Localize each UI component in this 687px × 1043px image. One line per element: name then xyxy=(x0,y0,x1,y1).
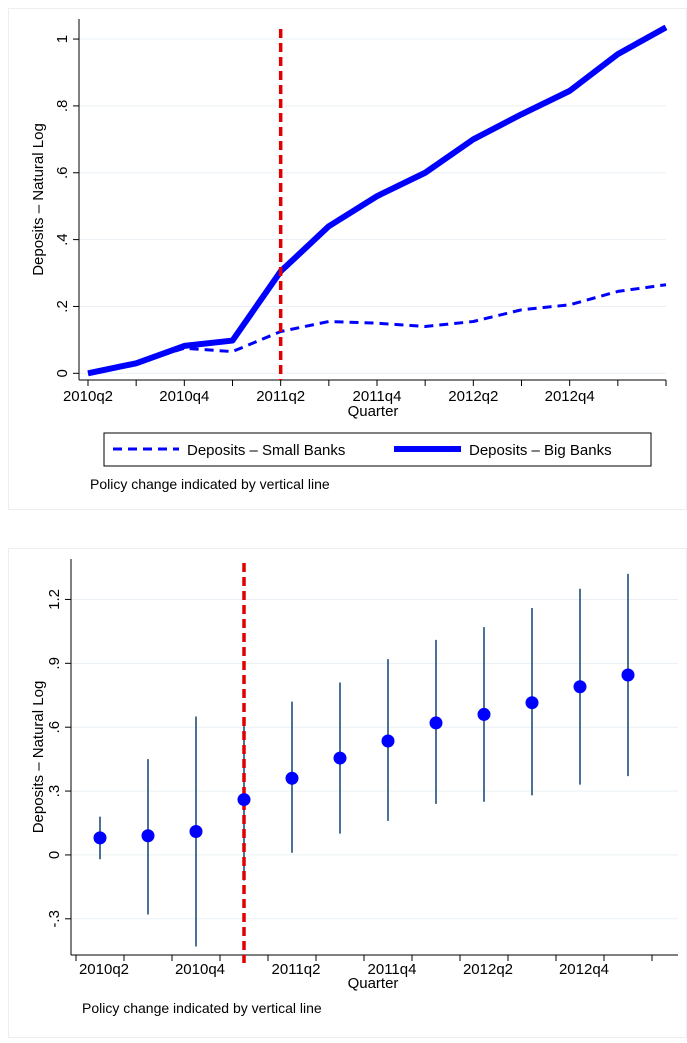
legend-label-small-banks: Deposits – Small Banks xyxy=(187,442,345,459)
y-tick-label: 0 xyxy=(54,369,71,377)
point-estimate xyxy=(237,793,251,807)
y-tick-label: .6 xyxy=(46,721,63,734)
y-tick-label: .4 xyxy=(54,233,71,246)
chart-panel-top: 0 .2 .4 .6 .8 1 2010q2 2010q4 2011q2 2011q4 2012q2… xyxy=(8,8,687,510)
x-tick-label: 2010q2 xyxy=(63,388,113,405)
x-tick-label: 2011q4 xyxy=(368,961,417,978)
y-tick-label: .6 xyxy=(54,167,71,180)
line-chart: 0 .2 .4 .6 .8 1 2010q2 2010q4 2011q2 2011q4 2012q2… xyxy=(30,19,668,492)
point-estimate xyxy=(573,680,587,694)
x-tick-label: 2012q2 xyxy=(448,388,498,405)
y-axis-title: Deposits – Natural Log xyxy=(30,681,47,834)
y-tick-label: .9 xyxy=(46,657,63,670)
x-tick-label: 2010q4 xyxy=(159,388,209,405)
point-estimate xyxy=(525,696,539,710)
y-tick-label: .2 xyxy=(54,300,71,313)
x-tick-label: 2012q4 xyxy=(545,388,595,405)
figure-note: Policy change indicated by vertical line xyxy=(90,476,330,492)
x-tick-label: 2012q4 xyxy=(559,961,609,978)
x-axis-title: Quarter xyxy=(348,403,399,420)
point-estimate xyxy=(141,829,155,843)
y-tick-label: 1.2 xyxy=(46,589,63,610)
coefficient-plot: -.3 0 .3 .6 .9 1.2 2010q2 2010q4 2011q2 2011q4 201… xyxy=(30,559,678,1016)
y-tick-label: -.3 xyxy=(46,910,63,928)
chart-panel-bottom: -.3 0 .3 .6 .9 1.2 2010q2 2010q4 2011q2 2011q4 201… xyxy=(8,548,687,1038)
point-estimate xyxy=(333,751,347,765)
point-estimate xyxy=(429,716,443,730)
y-tick-label: .8 xyxy=(54,100,71,113)
x-tick-label: 2012q2 xyxy=(463,961,513,978)
y-axis-title: Deposits – Natural Log xyxy=(30,123,47,276)
y-tick-label: 1 xyxy=(54,35,71,43)
x-tick-label: 2011q2 xyxy=(272,961,321,978)
point-estimate xyxy=(381,734,395,748)
point-estimate xyxy=(477,707,491,721)
x-tick-label: 2011q2 xyxy=(256,388,305,405)
point-estimate xyxy=(621,668,635,682)
point-estimate xyxy=(285,771,299,785)
x-tick-label: 2010q2 xyxy=(79,961,129,978)
x-axis-title: Quarter xyxy=(348,975,399,992)
legend-box xyxy=(103,432,652,467)
point-estimate xyxy=(93,831,107,845)
y-tick-label: .3 xyxy=(46,785,63,798)
big-banks-line xyxy=(87,24,668,377)
figure-note: Policy change indicated by vertical line xyxy=(82,1000,322,1016)
point-estimate xyxy=(189,825,203,839)
x-tick-label: 2011q4 xyxy=(353,388,402,405)
legend-label-big-banks: Deposits – Big Banks xyxy=(469,442,612,459)
x-tick-label: 2010q4 xyxy=(175,961,225,978)
small-banks-line xyxy=(87,283,667,375)
y-tick-label: 0 xyxy=(46,851,63,859)
